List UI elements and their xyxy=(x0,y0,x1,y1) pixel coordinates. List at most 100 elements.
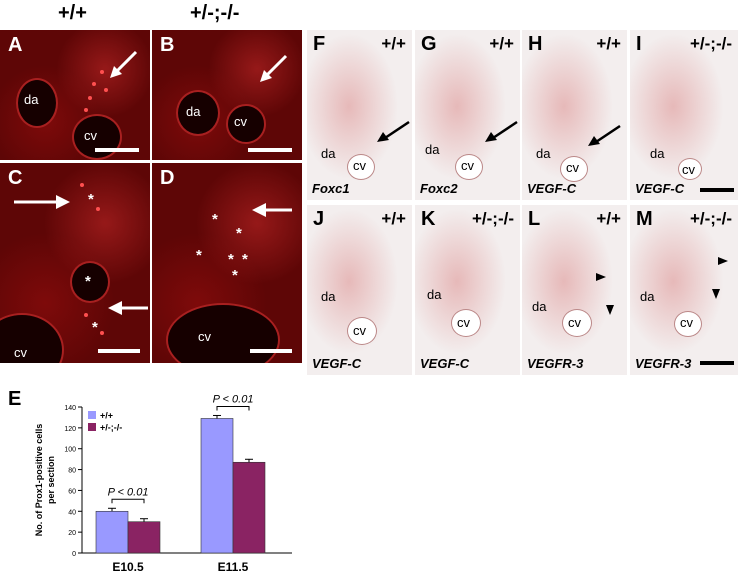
star-marker: * xyxy=(236,225,242,242)
gene-label: VEGFR-3 xyxy=(527,356,584,371)
lumen-label-cv: cv xyxy=(568,315,581,330)
panel-label: D xyxy=(160,167,175,189)
prox1-cell xyxy=(84,313,88,317)
panel-h: H +/+ da cv VEGF-C xyxy=(522,30,627,200)
prox1-cell xyxy=(100,331,104,335)
dorsal-aorta-lumen xyxy=(176,90,220,136)
genotype-tag: +/+ xyxy=(381,209,406,228)
y-tick-label: 100 xyxy=(64,447,76,454)
arrow-icon xyxy=(377,120,410,142)
panel-b: B da cv xyxy=(152,30,302,160)
legend-label: +/-;-/- xyxy=(100,423,122,433)
cardinal-vein-lumen xyxy=(0,313,64,363)
gene-label: Foxc1 xyxy=(312,181,350,196)
prox1-cell xyxy=(84,108,88,112)
genotype-tag: +/+ xyxy=(489,34,514,53)
gene-label: VEGF-C xyxy=(420,356,470,371)
prox1-cell xyxy=(88,96,92,100)
y-tick-label: 80 xyxy=(68,468,76,475)
arrow-icon xyxy=(588,124,621,146)
legend-swatch xyxy=(88,411,96,419)
significance-label: P < 0.01 xyxy=(108,486,149,498)
lumen-label-da: da xyxy=(650,146,665,161)
star-marker: * xyxy=(88,191,94,208)
panel-label: F xyxy=(313,33,326,55)
star-marker: * xyxy=(232,267,238,284)
lumen-label-cv: cv xyxy=(353,158,366,173)
lumen-label-da: da xyxy=(321,289,336,304)
cardinal-vein-lumen xyxy=(560,156,588,182)
lumen-label-da: da xyxy=(321,146,336,161)
vessel-lumen xyxy=(70,261,110,303)
panel-k: K +/-;-/- da cv VEGF-C xyxy=(415,205,520,375)
panel-a: A da cv xyxy=(0,30,150,160)
chart-bars: E10.5 P < 0.01 E11.5 P < 0.01 xyxy=(95,393,266,574)
panel-label: J xyxy=(313,208,325,230)
arrow-icon xyxy=(110,50,138,78)
star-marker: * xyxy=(242,251,248,268)
panel-m: M +/-;-/- da cv VEGFR-3 xyxy=(630,205,738,375)
prox1-cell xyxy=(80,183,84,187)
gene-label: VEGFR-3 xyxy=(635,356,692,371)
arrow-icon xyxy=(485,120,518,142)
arrowhead-icon xyxy=(606,305,614,315)
genotype-tag: +/-;-/- xyxy=(471,209,514,228)
scale-bar xyxy=(95,148,139,152)
x-tick-label: E10.5 xyxy=(112,560,144,574)
lumen-label-da: da xyxy=(24,92,39,107)
cardinal-vein-lumen xyxy=(72,114,122,160)
star-marker: * xyxy=(92,319,98,336)
prox1-cell xyxy=(92,82,96,86)
panel-d: D * * * * * * cv xyxy=(152,163,302,363)
panel-label: E xyxy=(8,388,21,410)
panel-f: F +/+ da cv Foxc1 xyxy=(307,30,412,200)
significance-bracket xyxy=(216,405,250,411)
panel-label: C xyxy=(8,167,23,189)
panel-i: I +/-;-/- da cv VEGF-C xyxy=(630,30,738,200)
cardinal-vein-lumen xyxy=(347,154,375,180)
cardinal-vein-lumen xyxy=(674,311,702,337)
lumen-label-cv: cv xyxy=(14,345,27,360)
panel-label: I xyxy=(636,33,642,55)
star-marker: * xyxy=(196,247,202,264)
panel-g: G +/+ da cv Foxc2 xyxy=(415,30,520,200)
y-axis-label: No. of Prox1-positive cells per section xyxy=(34,424,56,537)
scale-bar xyxy=(98,349,140,353)
cardinal-vein-lumen xyxy=(678,158,702,180)
panel-l: L +/+ da cv VEGFR-3 xyxy=(522,205,627,375)
mutant-heading: +/-;-/- xyxy=(190,2,240,24)
significance-bracket xyxy=(111,498,145,504)
gene-label: VEGF-C xyxy=(635,181,685,196)
panel-c: C * * * cv xyxy=(0,163,150,363)
y-tick-label: 20 xyxy=(68,530,76,537)
cardinal-vein-lumen xyxy=(562,309,592,337)
star-marker: * xyxy=(85,273,91,290)
arrowhead-icon xyxy=(718,257,728,265)
arrow-icon xyxy=(108,301,148,315)
genotype-tag: +/+ xyxy=(596,209,621,228)
arrow-icon xyxy=(252,203,292,217)
dorsal-aorta-lumen xyxy=(16,78,58,128)
bar xyxy=(127,521,161,554)
y-tick-label: 40 xyxy=(68,509,76,516)
prox1-cell xyxy=(104,88,108,92)
star-marker: * xyxy=(212,211,218,228)
lumen-label-cv: cv xyxy=(680,315,693,330)
x-tick-label: E11.5 xyxy=(218,560,249,574)
lumen-label-da: da xyxy=(536,146,551,161)
y-tick-label: 120 xyxy=(64,426,76,433)
lumen-label-da: da xyxy=(532,299,547,314)
lumen-label-da: da xyxy=(427,287,442,302)
wild-type-heading: +/+ xyxy=(58,2,87,24)
gene-label: VEGF-C xyxy=(527,181,577,196)
significance-label: P < 0.01 xyxy=(213,393,254,405)
genotype-tag: +/-;-/- xyxy=(689,209,732,228)
cardinal-vein-lumen xyxy=(455,154,483,180)
scale-bar xyxy=(248,148,292,152)
y-tick-label: 140 xyxy=(64,405,76,412)
panel-label: A xyxy=(8,34,23,56)
lumen-label-cv: cv xyxy=(461,158,474,173)
lumen-label-cv: cv xyxy=(198,329,211,344)
lumen-label-cv: cv xyxy=(353,323,366,338)
panel-j: J +/+ da cv VEGF-C xyxy=(307,205,412,375)
